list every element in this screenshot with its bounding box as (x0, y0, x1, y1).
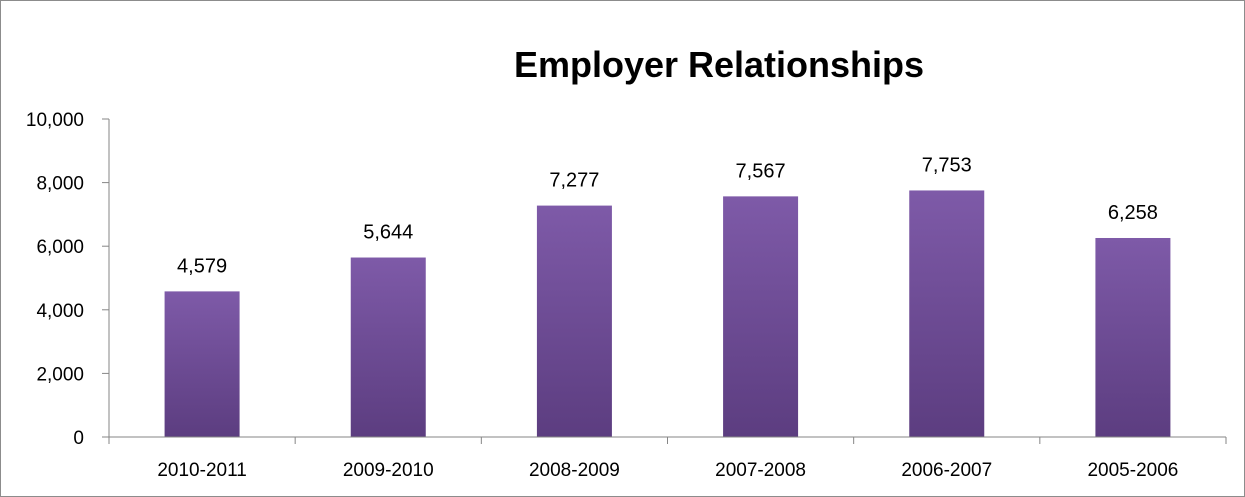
x-tick-label: 2006-2007 (901, 460, 992, 481)
data-label: 7,753 (922, 154, 972, 176)
chart-title: Employer Relationships (514, 44, 924, 85)
bar-series: 4,579 5,644 7,277 7,567 7,753 6,258 (164, 154, 1171, 437)
y-tick-label: 8,000 (36, 174, 84, 195)
y-axis: 0 2,000 4,000 6,000 8,000 10,000 (26, 110, 110, 449)
bar (909, 190, 985, 437)
bar (723, 196, 799, 437)
x-tick-label: 2008-2009 (529, 460, 620, 481)
x-axis: 2010-2011 2009-2010 2008-2009 2007-2008 2006… (108, 436, 1227, 481)
bar (164, 291, 240, 437)
data-label: 7,277 (549, 170, 599, 192)
bar (1095, 237, 1171, 437)
data-label: 4,579 (177, 255, 227, 277)
x-tick-label: 2005-2006 (1087, 460, 1178, 481)
bar (350, 257, 426, 437)
x-tick-label: 2009-2010 (343, 460, 434, 481)
x-tick-label: 2010-2011 (157, 460, 246, 481)
data-label: 6,258 (1108, 202, 1158, 224)
y-tick-label: 4,000 (36, 301, 84, 322)
y-tick-label: 6,000 (36, 237, 84, 258)
y-tick-label: 10,000 (26, 110, 84, 131)
x-tick-label: 2007-2008 (715, 460, 806, 481)
data-label: 7,567 (736, 160, 786, 182)
data-label: 5,644 (363, 222, 413, 244)
bar (536, 205, 612, 437)
y-tick-label: 2,000 (36, 364, 84, 385)
y-tick-label: 0 (73, 428, 84, 449)
